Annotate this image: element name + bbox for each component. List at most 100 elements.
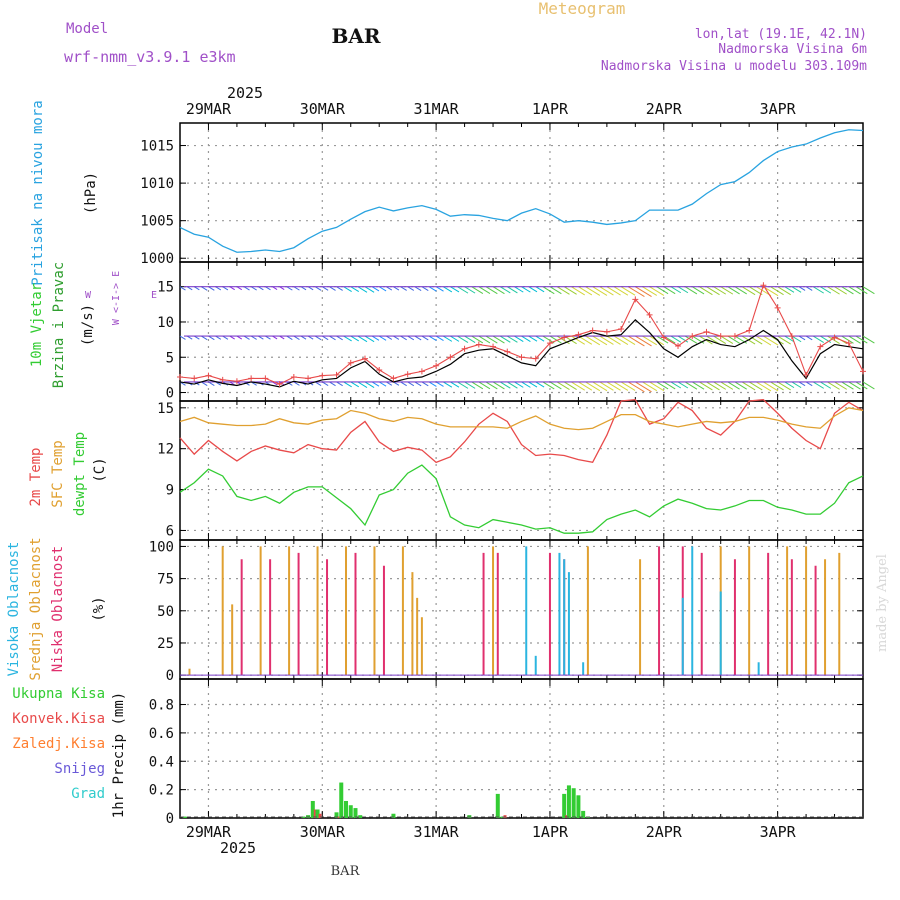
precip-legend-1: Konvek.Kisa [12,711,105,727]
top-time-axis: 2025 29MAR 30MAR 31MAR 1APR 2APR 3APR [186,84,797,118]
wind-barb [485,286,498,295]
wind-barb [378,286,387,292]
wind-barb [179,335,186,340]
wind-unit-label: (m/s) [80,304,96,346]
wind-gust-marker [788,333,795,340]
y-tick-label: 1015 [140,139,174,155]
precip-conv-bar [318,813,322,818]
precip-conv-bar [313,809,317,818]
day-label-bottom: 3APR [760,823,797,841]
wind-barb [428,335,437,342]
wind-barb [720,286,734,295]
dewpt-axis-label: dewpt Temp [72,432,88,516]
wind-barb [535,286,545,293]
wind-barb [613,381,629,391]
wind-barb [435,335,444,342]
wind-gust-marker [219,376,226,383]
wind-barb [627,381,645,393]
wind-gust-marker [717,333,724,340]
wind-barb [571,381,585,391]
precip-total-bar [576,795,581,818]
wind-barb [606,335,621,345]
cloud-unit-label: (%) [91,596,107,621]
wind-barb [820,381,832,389]
wind-barb [343,286,352,293]
wind-barb [414,286,422,292]
model-elevation-text: Nadmorska Visina u modelu 303.109m [601,59,867,74]
y-tick-label: 0.8 [149,698,174,714]
precip-total-bar [353,808,358,818]
wind-barb [478,335,491,344]
wind-barb [492,286,505,295]
wind-barb [521,381,531,388]
dewpt-line [179,464,864,534]
panel-frame [179,261,864,402]
wind-barb [428,381,437,387]
wind-barb [485,381,498,390]
wind-gust-marker [731,333,738,340]
wind-barb [620,286,636,296]
wind-barb [791,286,802,293]
wind-barb [556,286,570,295]
wind-barb [507,335,518,343]
cloud-bars [188,546,841,676]
wind-gust-marker [276,381,283,388]
panel-cloud: 0 25 50 75 100 [149,539,864,684]
wind-barb [770,335,784,345]
wind-gust-line [179,283,864,385]
wind-barb [400,335,407,341]
wind-barb [791,381,802,389]
wind-barb [528,381,538,388]
wind-barb [599,335,614,345]
wind-barb [364,381,375,388]
panel-precip: 0 0.2 0.4 0.6 0.8 [149,678,864,827]
wind-barb [329,286,336,291]
wind-barb [677,335,689,343]
top-year-label: 2025 [227,84,263,102]
wind-barb [791,335,802,343]
precip-total-bar [571,788,576,818]
wind-barb [720,335,734,344]
wind-barb [578,335,593,345]
wind-barb [635,381,652,393]
wind-barb [179,286,186,291]
wind-barb [364,286,375,293]
wind-barb [848,286,861,295]
wind-barb [571,286,585,296]
wind-barb [706,286,720,296]
wind-barb [613,335,629,346]
wind-barb [585,381,601,392]
wind-barb [592,381,608,392]
wind-barb [684,381,698,390]
wind-barb [841,286,854,295]
wind-barb [336,335,343,341]
wind-gust-marker [262,375,269,382]
wind-compass-e: E [151,290,157,301]
wind-compass: W <-I-> E [111,271,122,325]
wind-barb [329,381,336,387]
wind-barb [585,286,601,296]
wind-barb [464,286,476,294]
y-tick-label: 12 [157,442,174,458]
temp-2m-axis-label: 2m Temp [28,447,44,506]
wind-gust-marker [589,327,596,334]
panel-temperature: 6 9 12 15 [157,398,864,541]
y-tick-label: 6 [166,523,174,539]
temp-2m-line [179,398,864,464]
wind-gust-marker [418,368,425,375]
wind-barb [784,381,795,389]
wind-barb [499,381,511,389]
day-label-top: 31MAR [414,100,460,118]
wind-barb [563,381,577,390]
wind-axis-label: 10m Vjetar [29,283,45,367]
wind-barb [855,381,868,390]
wind-gust-marker [689,333,696,340]
wind-barb [556,381,570,390]
wind-barb [635,335,652,347]
wind-barb [592,286,608,296]
wind-barb [571,335,585,345]
wind-barb [528,286,538,293]
wind-gust-marker [447,354,454,361]
wind-barb [677,381,689,389]
wind-barb [713,381,727,390]
